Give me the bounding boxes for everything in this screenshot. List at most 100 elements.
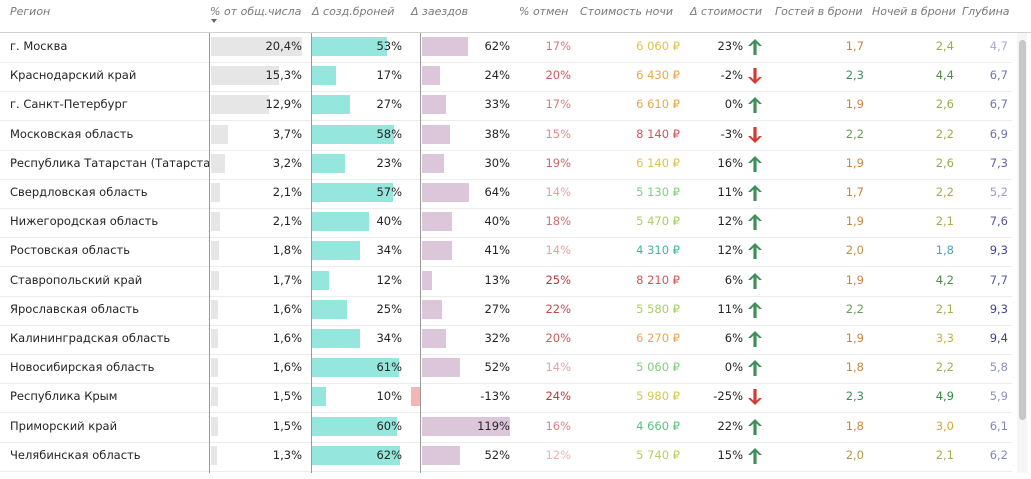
arrival-delta-bar — [422, 95, 447, 115]
guests-per-booking: 2,0 — [845, 447, 864, 462]
guests-per-booking: 1,9 — [845, 272, 864, 287]
guests-per-booking: 1,7 — [845, 39, 864, 53]
share-value: 3,2% — [272, 155, 302, 170]
cancel-rate: 14% — [545, 360, 571, 375]
arrival-delta-value: 27% — [484, 301, 510, 316]
night-cost: 5 980 ₽ — [636, 389, 680, 404]
arrival-delta-bar — [422, 416, 510, 436]
arrival-delta-value: 62% — [484, 39, 510, 53]
arrival-delta-bar — [422, 241, 453, 261]
booking-depth: 6,1 — [989, 418, 1008, 433]
share-bar — [211, 212, 221, 232]
booking-delta-bar — [312, 445, 400, 465]
region-name: Ростовская область — [10, 243, 131, 258]
nights-per-booking: 2,1 — [935, 301, 954, 316]
night-cost: 4 310 ₽ — [636, 243, 680, 258]
header-depth[interactable]: Глубина — [962, 5, 1010, 18]
nights-per-booking: 2,4 — [935, 39, 954, 53]
cost-delta-value: 22% — [717, 418, 743, 433]
share-bar — [211, 387, 218, 407]
header-cost-delta[interactable]: Δ стоимости — [690, 5, 762, 18]
booking-depth: 6,9 — [989, 126, 1008, 141]
nights-per-booking: 2,6 — [935, 155, 954, 170]
table-row[interactable]: г. Москва 20,4% 53% 62% 17% 6 060 ₽ 23% 1,7 2,4 4… — [0, 33, 1012, 63]
booking-delta-bar — [312, 37, 388, 56]
share-bar — [211, 445, 217, 465]
booking-delta-value: 23% — [376, 155, 402, 170]
cost-delta-value: 16% — [717, 155, 743, 170]
cost-delta-value: -2% — [720, 68, 743, 83]
share-value: 1,6% — [272, 331, 302, 345]
cost-delta-value: 12% — [717, 243, 743, 258]
nights-per-booking: 4,9 — [935, 389, 954, 404]
table-row[interactable]: Ярославская область 1,6% 25% 27% 22% 5 580 ₽ 1… — [0, 296, 1012, 326]
header-nights[interactable]: Ночей в брони — [872, 5, 956, 18]
header-guests[interactable]: Гостей в брони — [775, 5, 863, 18]
region-name: Ярославская область — [10, 301, 140, 316]
header-share[interactable]: % от общ.числа — [210, 5, 302, 18]
arrow-up-icon — [748, 155, 762, 172]
table-row[interactable]: Республика Татарстан (Татарстан) 3,2% 23% 3… — [0, 150, 1012, 180]
table-row[interactable]: Московская область 3,7% 58% 38% 15% 8 140 ₽ -3… — [0, 121, 1012, 151]
region-name: Челябинская область — [10, 447, 141, 462]
region-name: Республика Татарстан (Татарстан) — [10, 155, 223, 170]
arrival-delta-bar — [422, 124, 451, 144]
header-booking-delta[interactable]: Δ созд.броней — [312, 5, 395, 18]
nights-per-booking: 4,4 — [935, 68, 954, 83]
arrival-delta-value: 119% — [477, 418, 510, 433]
booking-depth: 7,3 — [989, 155, 1008, 170]
arrow-up-icon — [748, 185, 762, 201]
cancel-rate: 14% — [545, 185, 571, 199]
share-bar — [211, 358, 219, 378]
table-row[interactable]: Свердловская область 2,1% 57% 64% 14% 5 130 ₽… — [0, 179, 1012, 209]
header-night-cost[interactable]: Стоимость ночи — [580, 5, 674, 18]
booking-delta-bar — [312, 124, 395, 144]
cost-delta-value: 12% — [717, 214, 743, 229]
booking-delta-value: 62% — [376, 447, 402, 462]
nights-per-booking: 2,1 — [935, 214, 954, 229]
arrow-up-icon — [748, 243, 762, 260]
guests-per-booking: 2,3 — [845, 389, 864, 404]
table-row[interactable]: Краснодарский край 15,3% 17% 24% 20% 6 430 ₽ -… — [0, 62, 1012, 93]
header-cancel[interactable]: % отмен — [519, 5, 569, 18]
share-value: 3,7% — [272, 126, 302, 141]
booking-depth: 9,4 — [989, 331, 1008, 345]
table-row[interactable]: Ростовская область 1,8% 34% 41% 14% 4 310 ₽ 12… — [0, 237, 1012, 268]
sort-desc-icon[interactable] — [211, 19, 217, 23]
nights-per-booking: 2,1 — [935, 447, 954, 462]
share-value: 1,6% — [272, 360, 302, 375]
cancel-rate: 22% — [545, 301, 571, 316]
table-row[interactable]: г. Санкт-Петербург 12,9% 27% 33% 17% 6 610 ₽ 0… — [0, 91, 1012, 122]
booking-delta-value: 17% — [376, 68, 402, 83]
share-bar — [211, 329, 219, 348]
table-row[interactable]: Республика Крым 1,5% 10% -13% 24% 5 980 ₽ -25%… — [0, 383, 1012, 414]
header-region[interactable]: Регион — [10, 5, 51, 18]
cancel-rate: 20% — [545, 331, 571, 345]
booking-depth: 4,7 — [989, 39, 1008, 53]
share-value: 15,3% — [265, 68, 302, 83]
table-row[interactable]: Нижегородская область 2,1% 40% 40% 18% 5 470 … — [0, 208, 1012, 239]
table-row[interactable]: Приморский край 1,5% 60% 119% 16% 4 660 ₽ 22% 1… — [0, 413, 1012, 443]
table-row[interactable]: Калининградская область 1,6% 34% 32% 20% 6 27… — [0, 325, 1012, 355]
arrival-delta-value: 38% — [484, 126, 510, 141]
night-cost: 8 210 ₽ — [636, 272, 680, 287]
arrival-delta-bar — [422, 153, 445, 173]
nights-per-booking: 2,2 — [935, 360, 954, 375]
booking-delta-value: 27% — [376, 97, 402, 112]
arrival-delta-value: 32% — [484, 331, 510, 345]
cancel-rate: 17% — [545, 97, 571, 112]
table-row[interactable]: Ставропольский край 1,7% 12% 13% 25% 8 210 ₽ 6… — [0, 267, 1012, 297]
guests-per-booking: 1,8 — [845, 418, 864, 433]
share-value: 1,3% — [272, 447, 302, 462]
guests-per-booking: 1,7 — [845, 185, 864, 199]
header-arrival-delta[interactable]: Δ заездов — [411, 5, 469, 18]
arrival-delta-negative-bar — [411, 387, 421, 407]
table-row[interactable]: Челябинская область 1,3% 62% 52% 12% 5 740 ₽ 1… — [0, 442, 1012, 472]
booking-delta-bar — [312, 329, 361, 348]
booking-delta-bar — [312, 153, 345, 173]
region-name: Краснодарский край — [10, 68, 137, 83]
arrival-delta-bar — [422, 299, 442, 319]
scrollbar-thumb[interactable] — [1019, 40, 1026, 420]
table-row[interactable]: Новосибирская область 1,6% 61% 52% 14% 5 060 … — [0, 354, 1012, 385]
table-header: Регион % от общ.числа Δ созд.броней Δ за… — [0, 0, 1031, 33]
